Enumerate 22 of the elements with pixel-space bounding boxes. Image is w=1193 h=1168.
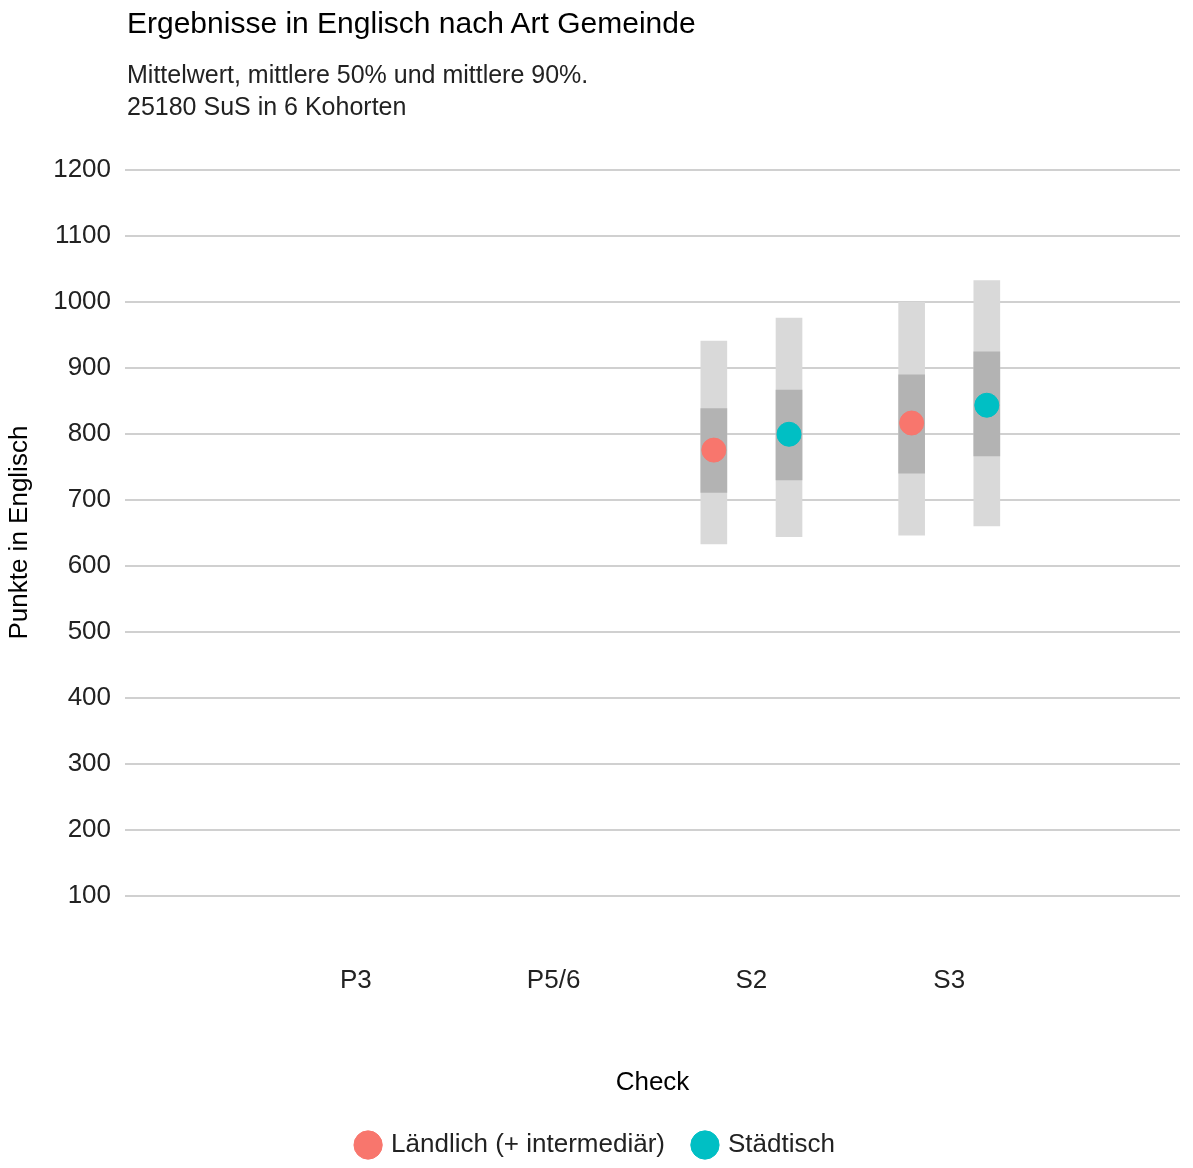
legend-label: Städtisch [727, 1128, 835, 1159]
y-tick-label: 400 [67, 680, 112, 711]
y-tick-label: 500 [67, 614, 112, 645]
x-tick-label: S2 [735, 964, 768, 995]
x-axis-title: Check [615, 1065, 691, 1096]
x-tick-label: P5/6 [526, 964, 581, 995]
legend-label: Ländlich (+ intermediär) [391, 1128, 665, 1159]
y-tick-label: 1200 [53, 152, 112, 183]
y-tick-label: 100 [67, 878, 112, 909]
y-axis-title: Punkte in Englisch [2, 425, 33, 640]
chart-title: Ergebnisse in Englisch nach Art Gemeinde [127, 6, 696, 40]
y-tick-label: 300 [67, 746, 112, 777]
y-tick-label: 700 [67, 482, 112, 513]
chart-subtitle: Mittelwert, mittlere 50% und mittlere 90%. 25180 SuS in 6 Kohorten [127, 59, 589, 122]
y-tick-label: 600 [67, 548, 112, 579]
y-tick-label: 1000 [53, 284, 112, 315]
y-tick-label: 800 [67, 416, 112, 447]
x-tick-label: P3 [339, 964, 372, 995]
x-tick-label: S3 [933, 964, 966, 995]
y-tick-label: 200 [67, 812, 112, 843]
y-tick-label: 900 [67, 350, 112, 381]
y-tick-label: 1100 [55, 218, 112, 249]
